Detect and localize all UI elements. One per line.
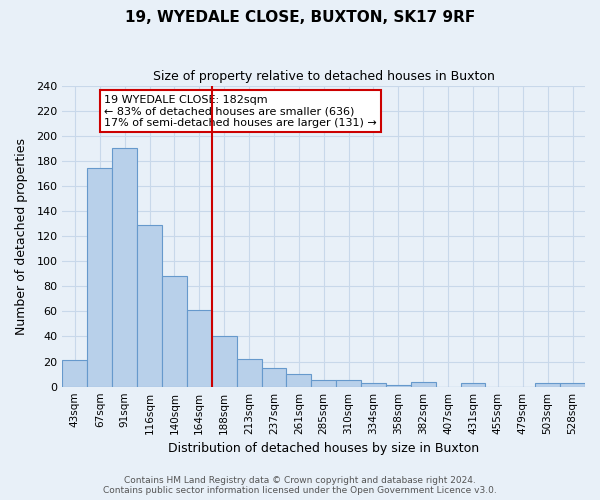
Text: Contains HM Land Registry data © Crown copyright and database right 2024.
Contai: Contains HM Land Registry data © Crown c… (103, 476, 497, 495)
Bar (262, 368, 286, 386)
Bar (236, 359, 262, 386)
Title: Size of property relative to detached houses in Buxton: Size of property relative to detached ho… (153, 70, 494, 83)
X-axis label: Distribution of detached houses by size in Buxton: Distribution of detached houses by size … (168, 442, 479, 455)
Bar (461, 383, 485, 386)
Text: 19, WYEDALE CLOSE, BUXTON, SK17 9RF: 19, WYEDALE CLOSE, BUXTON, SK17 9RF (125, 10, 475, 25)
Bar (286, 374, 311, 386)
Bar (112, 148, 137, 386)
Bar (560, 383, 585, 386)
Bar (187, 310, 212, 386)
Bar (137, 225, 162, 386)
Bar (88, 168, 112, 386)
Bar (212, 336, 236, 386)
Bar (62, 360, 88, 386)
Bar (361, 383, 386, 386)
Bar (336, 380, 361, 386)
Bar (311, 380, 336, 386)
Y-axis label: Number of detached properties: Number of detached properties (15, 138, 28, 334)
Bar (535, 383, 560, 386)
Bar (162, 276, 187, 386)
Bar (411, 382, 436, 386)
Text: 19 WYEDALE CLOSE: 182sqm
← 83% of detached houses are smaller (636)
17% of semi-: 19 WYEDALE CLOSE: 182sqm ← 83% of detach… (104, 94, 377, 128)
